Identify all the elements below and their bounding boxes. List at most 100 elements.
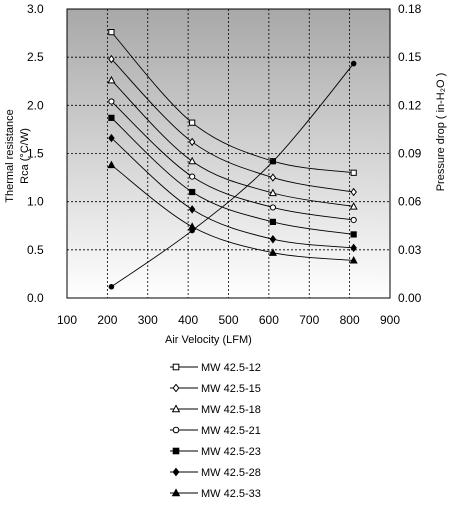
series-mw-42-5-15 xyxy=(108,54,357,197)
legend-label: MW 42.5-18 xyxy=(201,404,261,416)
legend-item: MW 42.5-28 xyxy=(170,467,261,479)
x-tick-label: 300 xyxy=(138,313,158,327)
legend: MW 42.5-12 MW 42.5-15 MW 42.5-18 MW 42.5-21… xyxy=(170,362,261,500)
y-left-tick-label: 1.0 xyxy=(27,195,44,209)
data-point xyxy=(172,426,180,434)
data-point xyxy=(349,255,358,264)
series-lines xyxy=(107,29,358,290)
legend-label: MW 42.5-12 xyxy=(201,362,261,374)
legend-label: MW 42.5-33 xyxy=(201,488,261,500)
data-point xyxy=(108,283,115,290)
data-point xyxy=(269,235,277,244)
x-tick-label: 800 xyxy=(340,313,360,327)
data-point xyxy=(268,188,277,197)
y-right-tick-label: 0.18 xyxy=(398,2,422,16)
series-line xyxy=(111,137,354,249)
data-point xyxy=(269,204,277,211)
x-tick-label: 900 xyxy=(380,313,400,327)
series-line xyxy=(111,58,354,193)
y-right-tick-label: 0.03 xyxy=(398,243,422,257)
legend-item: MW 42.5-15 xyxy=(170,383,261,395)
data-point xyxy=(172,363,180,371)
legend-item: MW 42.5-23 xyxy=(170,446,261,458)
data-point xyxy=(108,133,115,143)
series-mw-42-5-12 xyxy=(108,29,357,176)
y-left-tick-label: 0.5 xyxy=(27,243,44,257)
series-line xyxy=(111,79,354,207)
data-point xyxy=(349,202,358,210)
series-mw-42-5-18 xyxy=(107,75,358,210)
y-right-tick-label: 0.06 xyxy=(398,195,422,209)
data-point xyxy=(269,218,277,225)
data-point xyxy=(108,114,115,121)
series-line xyxy=(111,63,355,288)
legend-label: MW 42.5-21 xyxy=(201,425,261,437)
data-point xyxy=(350,187,357,197)
series-line xyxy=(111,117,354,235)
y-left-axis-title-line1: Thermal resistance xyxy=(4,109,16,203)
y-left-tick-label: 1.5 xyxy=(27,147,44,161)
plot-frame xyxy=(66,8,391,299)
series-pressure-drop xyxy=(108,60,357,290)
axis-titles: Air Velocity (LFM) Thermal resistance Rc… xyxy=(4,73,447,346)
data-point xyxy=(189,227,195,234)
legend-label: MW 42.5-15 xyxy=(201,383,261,395)
data-point xyxy=(108,54,115,64)
data-point xyxy=(350,216,357,224)
data-point xyxy=(171,404,181,413)
y-left-tick-label: 0.0 xyxy=(27,291,44,305)
data-point xyxy=(188,156,197,165)
data-point xyxy=(108,29,115,36)
series-mw-42-5-21 xyxy=(108,98,357,224)
legend-item: MW 42.5-33 xyxy=(170,488,261,500)
data-point xyxy=(189,173,196,180)
data-point xyxy=(188,137,196,147)
data-point xyxy=(350,60,357,67)
legend-label: MW 42.5-23 xyxy=(201,446,261,458)
y-right-tick-label: 0.09 xyxy=(398,147,422,161)
data-point xyxy=(172,447,180,455)
data-point xyxy=(270,158,276,165)
y-right-tick-label: 0.12 xyxy=(398,98,422,112)
data-point xyxy=(107,160,116,169)
y-left-tick-label: 2.0 xyxy=(27,98,44,112)
series-line xyxy=(111,101,354,221)
data-point xyxy=(172,383,180,393)
y-left-tick-label: 2.5 xyxy=(27,50,44,64)
y-right-tick-label: 0.15 xyxy=(398,50,422,64)
legend-item: MW 42.5-18 xyxy=(170,404,261,416)
axes xyxy=(66,8,391,299)
data-point xyxy=(189,188,196,196)
series-mw-42-5-23 xyxy=(108,114,357,238)
data-point xyxy=(269,173,277,182)
legend-label: MW 42.5-28 xyxy=(201,467,261,479)
data-point xyxy=(107,75,116,84)
legend-item: MW 42.5-12 xyxy=(170,362,261,374)
tick-labels: 100 200 300 400 500 600 700 800 900 0.0 0.5 1.0 1.5 2… xyxy=(27,2,422,327)
series-mw-42-5-28 xyxy=(108,133,357,253)
data-point xyxy=(189,119,196,126)
x-tick-label: 500 xyxy=(218,313,238,327)
series-line xyxy=(111,31,354,174)
data-point xyxy=(350,243,357,253)
data-point xyxy=(172,467,180,477)
data-point xyxy=(171,488,181,497)
y-left-tick-label: 3.0 xyxy=(27,2,44,16)
legend-item: MW 42.5-21 xyxy=(170,425,261,437)
x-tick-label: 400 xyxy=(178,313,198,327)
x-tick-label: 700 xyxy=(299,313,319,327)
data-point xyxy=(268,248,277,256)
x-tick-label: 200 xyxy=(97,313,117,327)
y-right-tick-label: 0.00 xyxy=(398,291,422,305)
x-axis-title: Air Velocity (LFM) xyxy=(165,334,252,346)
data-point xyxy=(350,231,357,238)
x-tick-label: 600 xyxy=(259,313,279,327)
data-point xyxy=(350,169,357,176)
series-mw-42-5-33 xyxy=(107,160,358,264)
y-right-axis-title: Pressure drop ( in-H₂O ) xyxy=(435,73,447,192)
data-point xyxy=(188,205,196,214)
data-point xyxy=(108,98,115,105)
y-left-axis-title-line2: Rca (°C/W) xyxy=(19,128,31,184)
x-tick-label: 100 xyxy=(57,313,77,327)
